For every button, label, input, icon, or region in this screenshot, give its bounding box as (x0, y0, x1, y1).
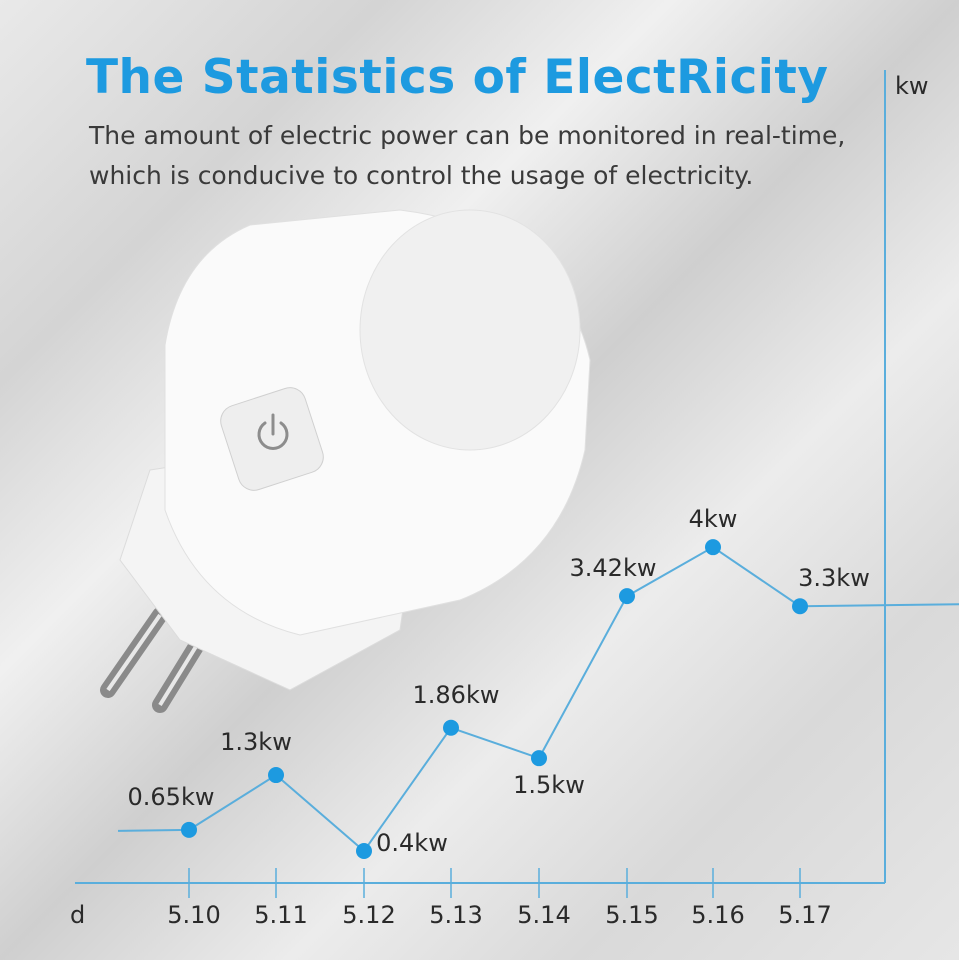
x-tick-label: 5.10 (167, 901, 220, 929)
x-tick-label: 5.16 (691, 901, 744, 929)
y-axis-label: kw (895, 72, 929, 100)
line-lead-out (799, 603, 959, 608)
data-point (792, 598, 808, 615)
data-label: 1.3kw (220, 728, 292, 756)
data-point (619, 588, 635, 605)
subtitle-line-2: which is conducive to control the usage … (89, 161, 754, 190)
power-button-icon (257, 413, 289, 450)
data-label: 3.42kw (570, 554, 657, 582)
x-axis-label: d (70, 901, 85, 929)
x-tick-label: 5.17 (778, 901, 831, 929)
data-label: 0.4kw (376, 829, 448, 857)
x-tick-label: 5.12 (342, 901, 395, 929)
subtitle: The amount of electric power can be moni… (89, 116, 845, 196)
power-button[interactable] (217, 384, 328, 495)
x-tick-label: 5.11 (254, 901, 307, 929)
data-label: 3.3kw (798, 564, 870, 592)
data-label: 0.65kw (128, 783, 215, 811)
data-point (443, 719, 459, 736)
data-point (268, 767, 284, 784)
data-point (531, 750, 547, 767)
data-label: 4kw (689, 505, 738, 533)
plug-pins (100, 607, 208, 713)
subtitle-line-1: The amount of electric power can be moni… (89, 121, 846, 150)
data-label: 1.5kw (513, 771, 585, 799)
x-tick-label: 5.15 (605, 901, 658, 929)
line-lead-in (117, 828, 190, 832)
x-tick-label: 5.13 (429, 901, 482, 929)
socket-face (359, 209, 581, 451)
x-tick-label: 5.14 (517, 901, 570, 929)
series-line (188, 545, 801, 853)
data-point (181, 821, 197, 838)
data-point (705, 539, 721, 556)
page-title: The Statistics of ElectRicity (86, 50, 829, 105)
data-label: 1.86kw (413, 681, 500, 709)
data-point (356, 843, 372, 859)
